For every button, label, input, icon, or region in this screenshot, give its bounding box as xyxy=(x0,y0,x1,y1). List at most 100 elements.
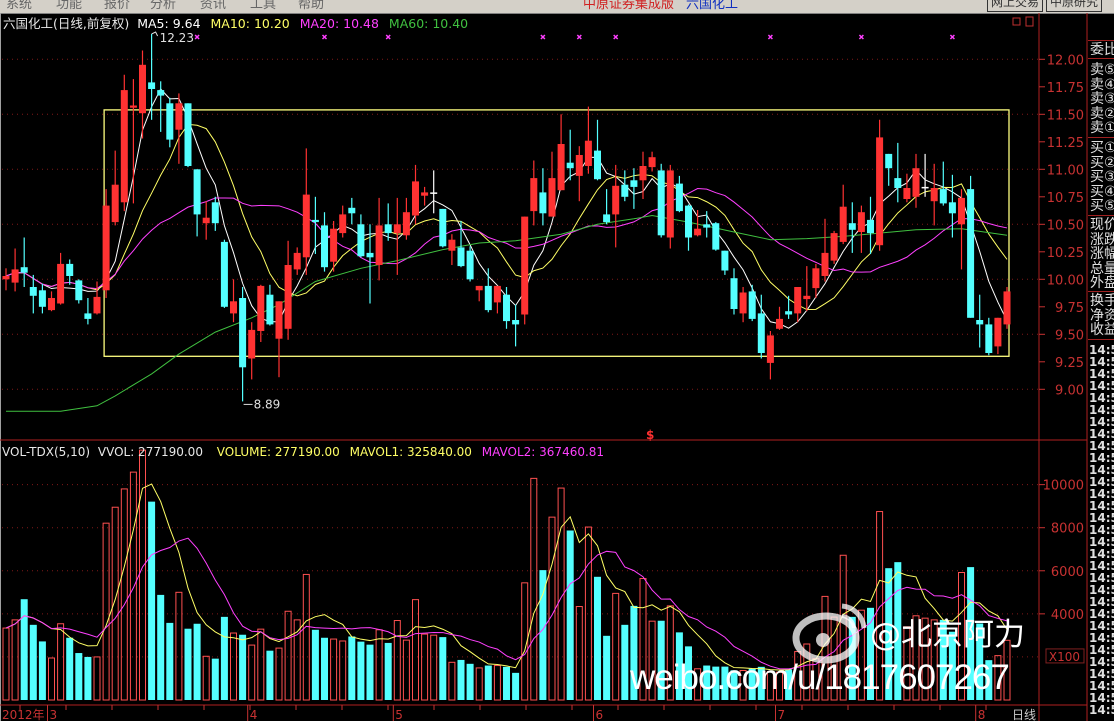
finance-field-label: 收益 xyxy=(1090,322,1114,338)
volume-bar xyxy=(766,671,774,701)
online-trading-button[interactable]: 网上交易 xyxy=(987,0,1044,12)
menu-function[interactable]: 功能 xyxy=(56,0,83,12)
ma60-label: MA60: 10.40 xyxy=(389,16,468,31)
candle-body xyxy=(412,181,419,216)
candle xyxy=(211,196,219,231)
volume-bar xyxy=(293,619,301,701)
candle xyxy=(439,208,447,248)
volume-bar xyxy=(248,644,256,701)
candle-body xyxy=(275,301,283,339)
candle xyxy=(157,81,165,132)
candle-body xyxy=(384,224,392,234)
candle-body xyxy=(812,268,820,289)
candle-body xyxy=(175,103,183,130)
price-tick-label: 11.25 xyxy=(1047,136,1084,151)
price-axis: 12.00 11.75 11.50 11.25 11.00 10.75 10.50 10.25… xyxy=(1039,53,1084,398)
event-marker-icon[interactable] xyxy=(385,34,391,40)
candle-body xyxy=(184,103,192,166)
volume-bar xyxy=(703,665,711,700)
price-tick-label: 9.00 xyxy=(1055,383,1084,398)
candle xyxy=(575,146,583,202)
menu-quote[interactable]: 报价 xyxy=(104,0,131,12)
period-label[interactable]: 日线 xyxy=(1012,708,1036,721)
candle xyxy=(393,197,401,275)
volume-bar xyxy=(202,655,210,701)
volume-bar xyxy=(539,570,547,700)
candle-body xyxy=(575,155,583,176)
event-marker-icon[interactable] xyxy=(576,34,582,40)
event-marker-icon[interactable] xyxy=(194,34,200,40)
candle-body xyxy=(766,335,774,363)
buy-level-label: 买③ xyxy=(1090,169,1114,185)
buy-level-label: 买① xyxy=(1090,140,1114,156)
volume-bar xyxy=(466,663,474,700)
candle xyxy=(102,189,110,298)
candle-body xyxy=(976,320,984,325)
candle xyxy=(321,212,328,272)
candle-body xyxy=(66,263,74,276)
candle xyxy=(748,284,756,322)
tick-time-label: 14:5 xyxy=(1089,619,1114,633)
candle-body xyxy=(785,311,793,315)
menu-news[interactable]: 资讯 xyxy=(200,0,227,12)
volume-bar xyxy=(20,599,28,700)
candle-body xyxy=(830,233,838,261)
candle-body xyxy=(776,318,783,329)
volume-bar xyxy=(457,659,465,700)
event-marker-icon[interactable] xyxy=(613,34,619,40)
finance-field-label: 换手 xyxy=(1090,293,1114,309)
restore-icon[interactable] xyxy=(1012,17,1021,26)
candle xyxy=(894,142,902,203)
stock-chart[interactable]: 12.00 11.75 11.50 11.25 11.00 10.75 10.50 10.25… xyxy=(0,13,1088,721)
info-marker[interactable]: $ xyxy=(646,428,654,442)
tick-time-label: 14:5 xyxy=(1089,451,1114,465)
candle-body xyxy=(166,103,174,140)
candle-body xyxy=(703,224,711,228)
mavol1-line xyxy=(5,483,1008,671)
volume-bar xyxy=(939,619,947,700)
candle xyxy=(366,224,374,304)
volume-bar xyxy=(57,623,65,701)
candle-body xyxy=(958,197,965,225)
candle-body xyxy=(675,183,683,212)
maximize-icon[interactable] xyxy=(1025,16,1034,27)
research-button[interactable]: 中原研究 xyxy=(1046,0,1103,12)
sell-level-label: 卖③ xyxy=(1090,91,1114,107)
candle xyxy=(794,287,802,323)
candle xyxy=(976,294,984,348)
menu-analysis[interactable]: 分析 xyxy=(150,0,177,12)
volume-bar xyxy=(503,666,510,700)
volume-label: VOLUME: 277190.00 xyxy=(217,445,340,459)
candle xyxy=(84,298,92,325)
event-marker-icon[interactable] xyxy=(858,34,864,40)
candle-body xyxy=(748,291,756,319)
candle xyxy=(2,268,10,291)
candle-body xyxy=(666,170,674,238)
volume-bar xyxy=(712,666,720,700)
menu-tools[interactable]: 工具 xyxy=(250,0,277,12)
event-marker-icon[interactable] xyxy=(949,34,955,40)
candle-body xyxy=(457,247,465,267)
event-marker-icon[interactable] xyxy=(540,34,546,40)
menu-system[interactable]: 系统 xyxy=(6,0,33,12)
candle-body xyxy=(548,178,556,217)
buy-level-label: 买⑤ xyxy=(1090,198,1114,214)
event-marker-icon[interactable] xyxy=(321,34,328,40)
volume-bar xyxy=(903,626,911,701)
candle-body xyxy=(239,298,247,368)
tick-time-label: 14:5 xyxy=(1089,487,1114,501)
candle-body xyxy=(921,186,929,189)
menu-help[interactable]: 帮助 xyxy=(298,0,325,12)
quote-field-label: 涨跌 xyxy=(1090,231,1114,248)
candle-body xyxy=(594,150,601,180)
date-axis: 2012年 3 4 5 6 7 8 xyxy=(2,705,987,721)
gridlines xyxy=(2,58,1039,658)
volume-bar xyxy=(148,501,156,700)
volume-bar xyxy=(512,672,520,700)
volume-bar xyxy=(639,578,647,701)
volume-bar xyxy=(29,624,37,700)
event-marker-icon[interactable] xyxy=(767,34,773,40)
sell-level-label: 卖④ xyxy=(1090,76,1114,93)
candle xyxy=(766,331,774,380)
candle xyxy=(421,186,429,206)
